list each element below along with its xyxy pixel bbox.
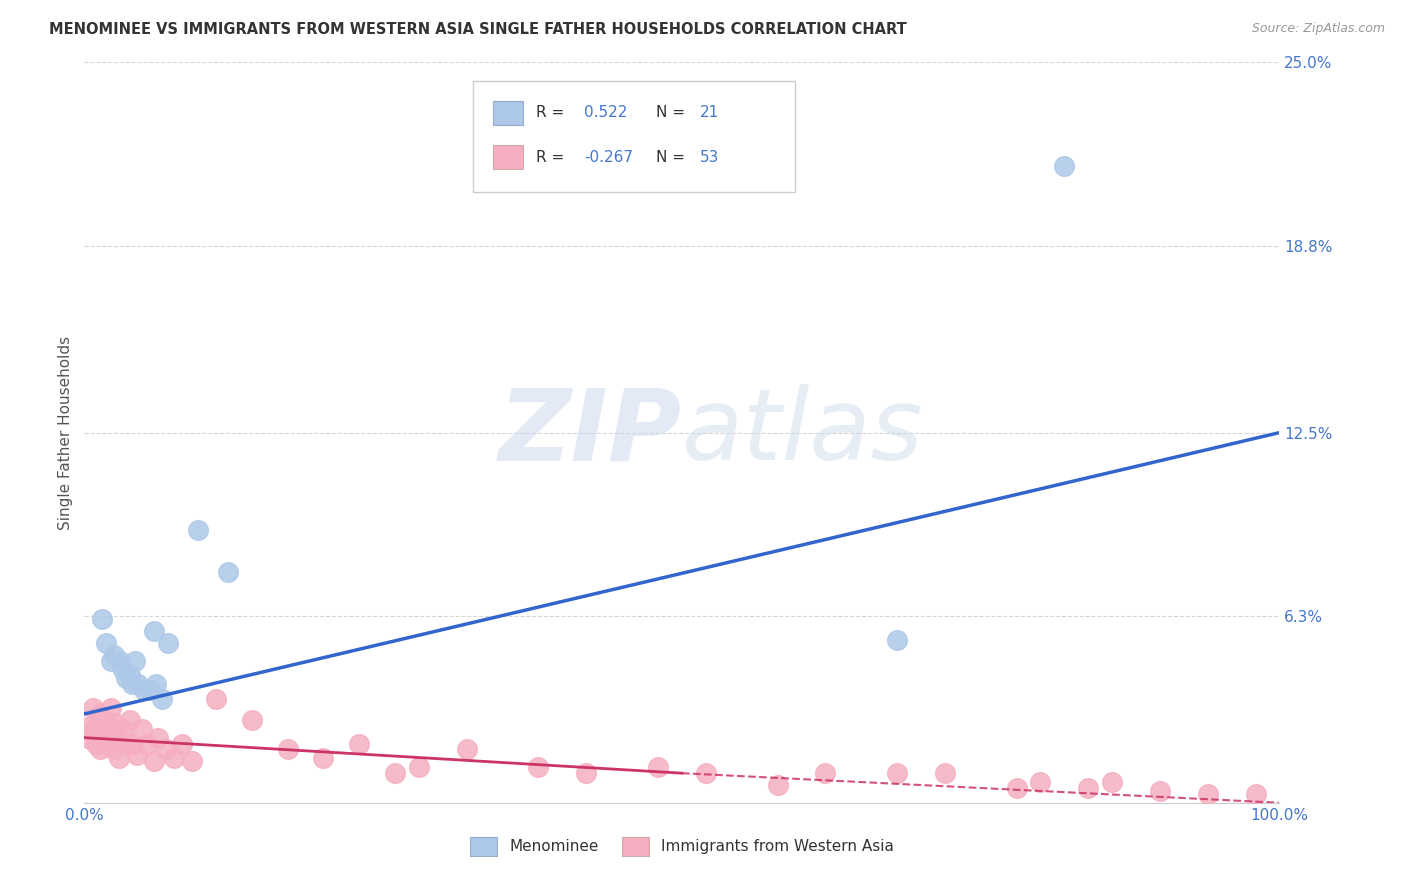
Point: [115, 672, 138, 686]
Point: [1077, 780, 1099, 795]
Point: [127, 677, 149, 691]
Text: N =: N =: [655, 105, 689, 120]
Point: [100, 701, 122, 715]
Point: [277, 742, 299, 756]
Text: N =: N =: [655, 150, 689, 165]
Point: [103, 648, 125, 662]
Text: Source: ZipAtlas.com: Source: ZipAtlas.com: [1251, 22, 1385, 36]
Point: [349, 737, 371, 751]
Point: [124, 654, 146, 668]
Point: [121, 737, 143, 751]
Point: [181, 755, 204, 769]
Text: R =: R =: [536, 105, 569, 120]
Legend: Menominee, Immigrants from Western Asia: Menominee, Immigrants from Western Asia: [464, 831, 900, 862]
Point: [408, 760, 430, 774]
Point: [886, 766, 908, 780]
Point: [98, 731, 121, 745]
Point: [91, 612, 114, 626]
Bar: [494, 101, 523, 125]
Point: [93, 722, 115, 736]
Point: [79, 719, 101, 733]
Point: [142, 755, 165, 769]
Text: 53: 53: [700, 150, 720, 165]
Point: [456, 742, 478, 756]
Point: [1029, 775, 1052, 789]
Text: 0.522: 0.522: [583, 105, 627, 120]
Point: [217, 565, 239, 579]
Point: [82, 701, 104, 715]
Point: [1149, 784, 1171, 798]
Point: [814, 766, 837, 780]
Point: [131, 722, 153, 736]
Point: [83, 722, 105, 736]
Point: [132, 683, 156, 698]
Point: [384, 766, 406, 780]
Point: [886, 632, 908, 647]
Point: [1101, 775, 1123, 789]
Point: [139, 683, 162, 698]
Text: ZIP: ZIP: [499, 384, 682, 481]
Point: [150, 692, 173, 706]
Point: [240, 713, 263, 727]
Point: [695, 766, 717, 780]
Point: [86, 737, 108, 751]
Point: [111, 663, 134, 677]
Point: [766, 778, 789, 792]
Point: [312, 751, 335, 765]
Point: [94, 636, 117, 650]
Point: [157, 636, 180, 650]
Point: [110, 654, 132, 668]
Point: [575, 766, 598, 780]
Point: [111, 722, 134, 736]
Point: [142, 624, 165, 638]
Point: [115, 737, 138, 751]
FancyBboxPatch shape: [472, 81, 796, 192]
Point: [647, 760, 669, 774]
Point: [100, 654, 122, 668]
Point: [87, 706, 110, 721]
Point: [187, 524, 209, 538]
Point: [205, 692, 228, 706]
Y-axis label: Single Father Households: Single Father Households: [58, 335, 73, 530]
Point: [94, 715, 117, 730]
Point: [107, 731, 129, 745]
Point: [163, 751, 186, 765]
Point: [135, 737, 157, 751]
Text: 21: 21: [700, 105, 718, 120]
Text: R =: R =: [536, 150, 569, 165]
Point: [1197, 787, 1219, 801]
Point: [96, 737, 118, 751]
Point: [121, 677, 143, 691]
Point: [108, 751, 131, 765]
Point: [145, 677, 167, 691]
Point: [1005, 780, 1028, 795]
Point: [1244, 787, 1267, 801]
Point: [125, 748, 148, 763]
Point: [90, 731, 112, 745]
Point: [118, 713, 141, 727]
Text: atlas: atlas: [682, 384, 924, 481]
Point: [527, 760, 550, 774]
Point: [118, 668, 141, 682]
Point: [148, 731, 170, 745]
Point: [934, 766, 956, 780]
Point: [77, 731, 100, 745]
Point: [1053, 159, 1076, 173]
Point: [172, 737, 194, 751]
Point: [155, 742, 177, 756]
Point: [104, 715, 127, 730]
Point: [89, 742, 111, 756]
Point: [101, 742, 124, 756]
Text: MENOMINEE VS IMMIGRANTS FROM WESTERN ASIA SINGLE FATHER HOUSEHOLDS CORRELATION C: MENOMINEE VS IMMIGRANTS FROM WESTERN ASI…: [49, 22, 907, 37]
Bar: [494, 145, 523, 169]
Text: -0.267: -0.267: [583, 150, 633, 165]
